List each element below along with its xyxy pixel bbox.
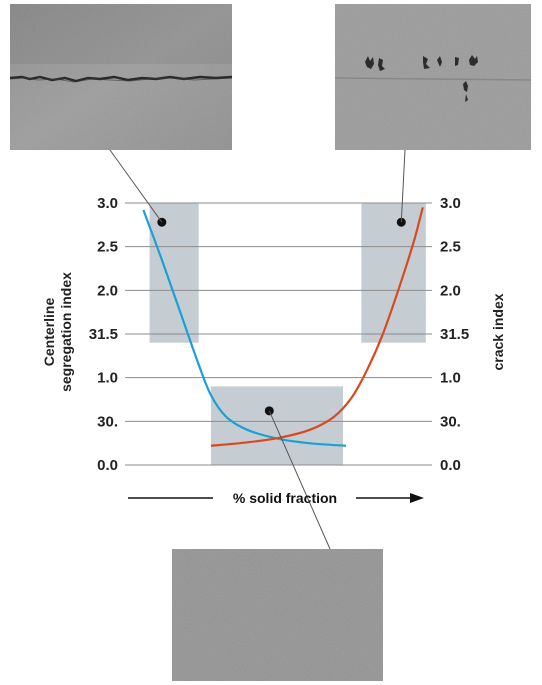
right-tick-label: 30.	[440, 413, 461, 430]
right-axis-title: crack index	[490, 293, 506, 370]
shaded-region-2	[210, 386, 343, 465]
right-tick-label: 1.0	[440, 370, 461, 387]
shaded-region-3	[361, 203, 426, 343]
leader-line	[268, 410, 331, 550]
sound-structure-micrograph-icon	[172, 549, 383, 681]
x-axis-arrow: % solid fraction	[128, 490, 424, 506]
crack-micrograph-icon	[10, 4, 232, 150]
x-axis-title: % solid fraction	[233, 490, 337, 506]
left-tick-label: 0.0	[97, 457, 118, 474]
right-tick-label: 0.0	[440, 457, 461, 474]
crack-curve	[210, 207, 424, 447]
segregation-pores-micrograph-icon	[335, 4, 531, 150]
right-tick-label: 2.5	[440, 239, 461, 256]
leader-line	[400, 149, 406, 223]
shaded-region-1	[149, 203, 199, 343]
leader-line	[109, 149, 163, 223]
segregation-curve	[142, 209, 347, 447]
arrowhead-icon	[410, 493, 424, 503]
left-tick-label: 31.5	[89, 326, 118, 343]
left-axis-title-line1: Centerline	[41, 298, 57, 367]
right-tick-label: 3.0	[440, 195, 461, 212]
left-tick-label: 30.	[97, 413, 118, 430]
left-axis-title-line2: segregation index	[58, 272, 74, 392]
left-axis-title: Centerline segregation index	[41, 272, 74, 392]
left-tick-label: 1.0	[97, 370, 118, 387]
left-tick-label: 2.5	[97, 239, 118, 256]
left-tick-label: 2.0	[97, 282, 118, 299]
right-axis-title-text: crack index	[490, 293, 506, 370]
right-tick-label: 2.0	[440, 282, 461, 299]
left-tick-label: 3.0	[97, 195, 118, 212]
right-tick-label: 31.5	[440, 326, 469, 343]
